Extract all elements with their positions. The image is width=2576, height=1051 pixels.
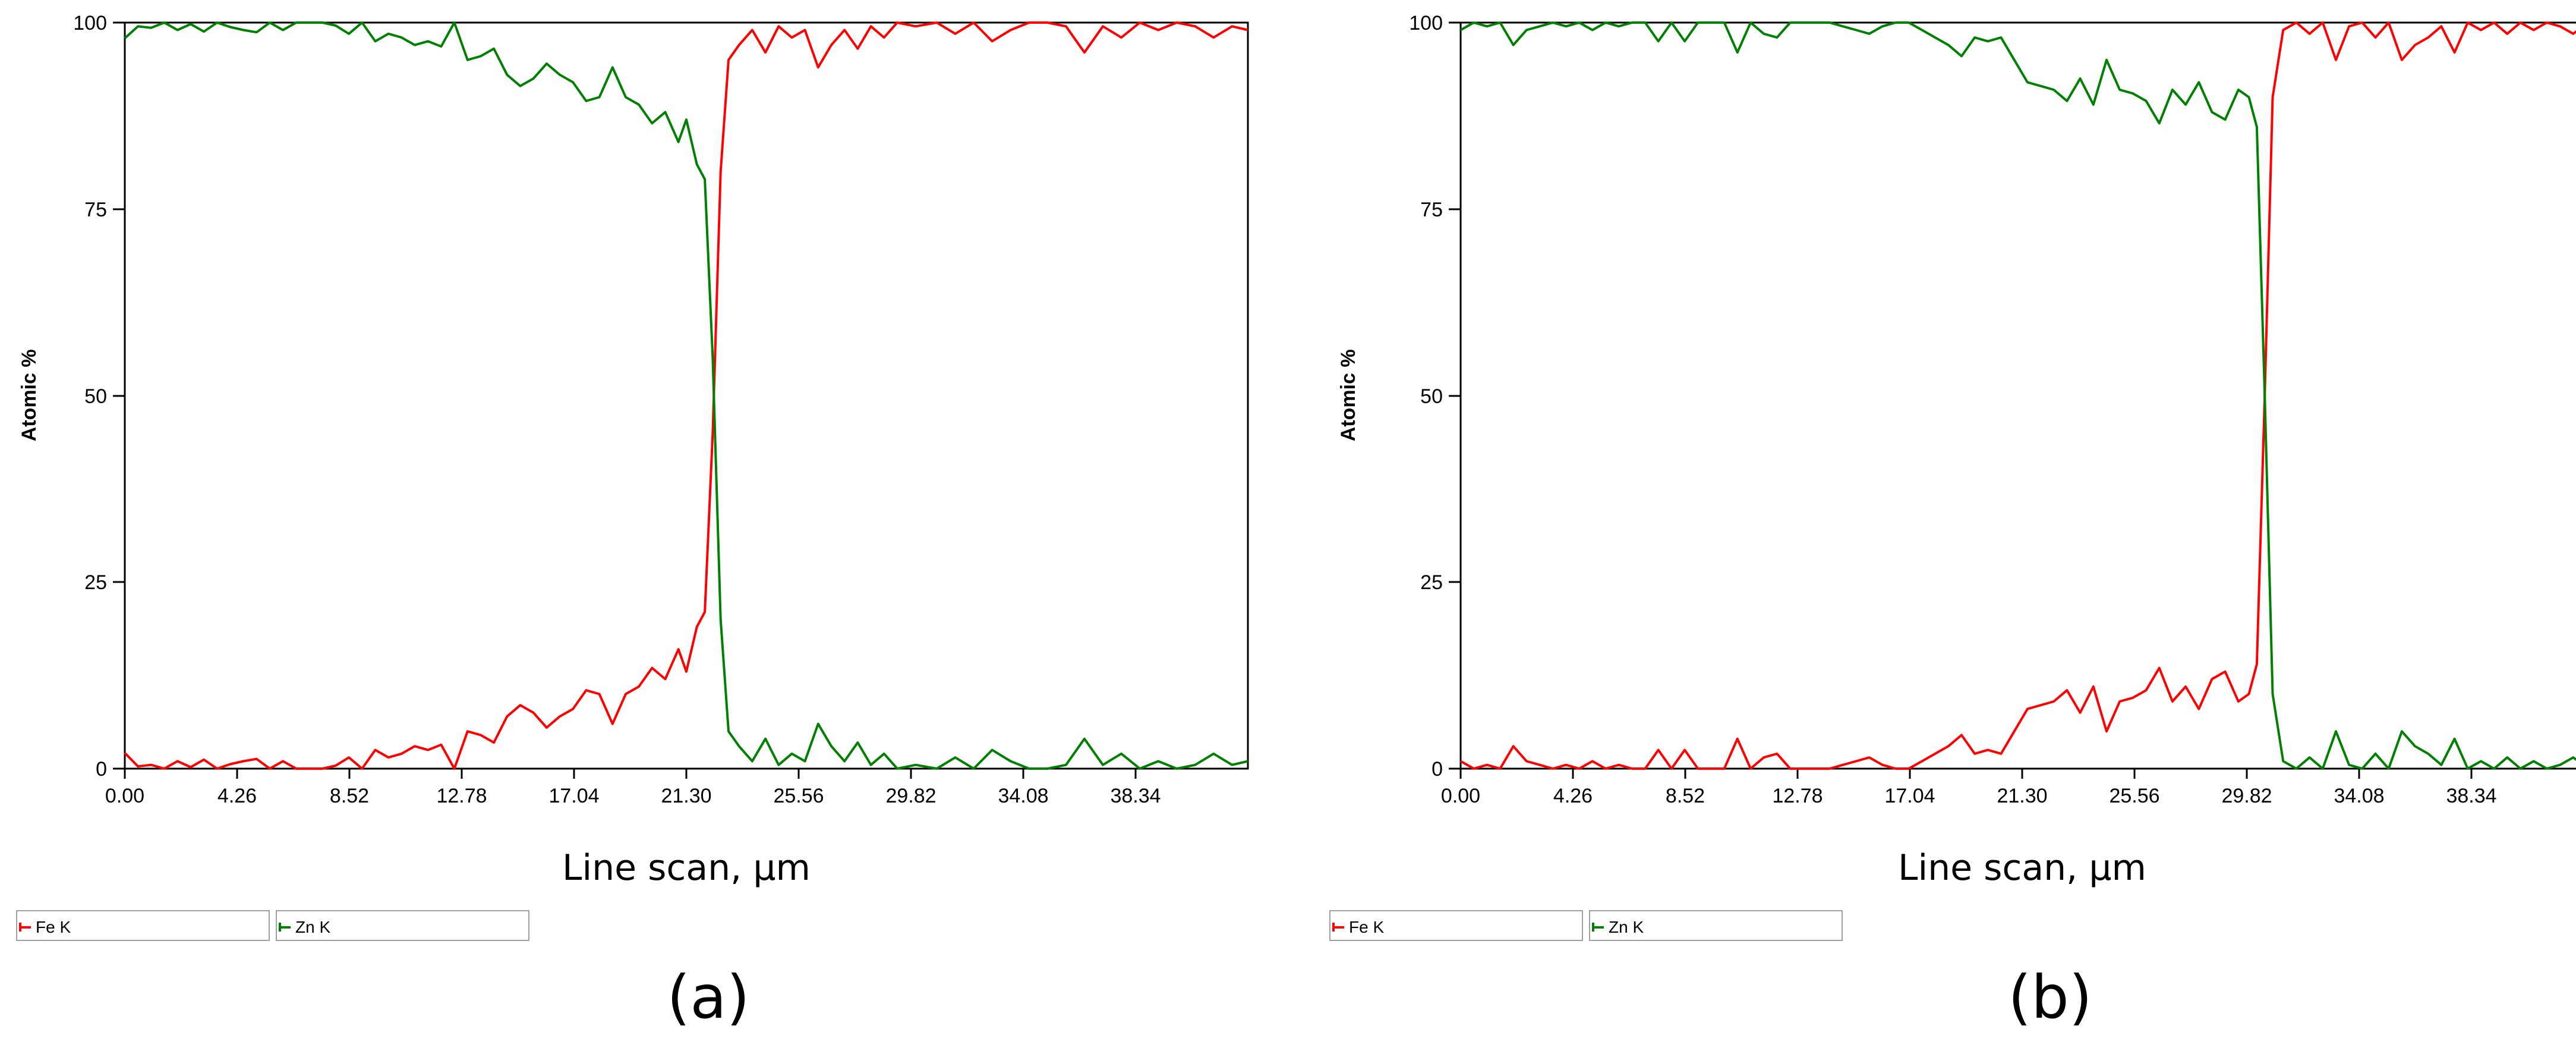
plot-area-b xyxy=(1459,21,2576,770)
x-tick-6-a: 25.56 xyxy=(773,769,824,807)
series-line-fe-k-b xyxy=(1460,21,2576,770)
y-tick-100-b: 100 xyxy=(1409,12,1461,34)
chart-panel-a: Atomic % 0 25 50 75 100 0.00 4.26 xyxy=(16,12,1249,1032)
legend-b: Fe K Zn K xyxy=(1329,910,1843,941)
x-tick-9-b: 38.34 xyxy=(2446,769,2497,807)
y-tick-50-a: 50 xyxy=(84,385,125,408)
legend-item-zn-b: Zn K xyxy=(1589,910,1843,941)
x-tick-label: 4.26 xyxy=(1553,785,1593,807)
y-tick-label: 100 xyxy=(1409,12,1443,34)
legend-box xyxy=(16,910,270,941)
y-tick-25-b: 25 xyxy=(1420,571,1461,594)
x-tick-8-b: 34.08 xyxy=(2334,769,2385,807)
panel-label-a: (a) xyxy=(667,962,749,1032)
x-tick-9-a: 38.34 xyxy=(1110,769,1161,807)
x-tick-label: 12.78 xyxy=(1772,785,1823,807)
x-tick-4-a: 17.04 xyxy=(548,769,600,807)
y-tick-label: 25 xyxy=(84,571,107,594)
legend-label-fe-b: Fe K xyxy=(1349,918,1384,936)
x-tick-1-a: 4.26 xyxy=(217,769,257,807)
x-axis-title-b: Line scan, μm xyxy=(1898,847,2146,889)
legend-box xyxy=(276,910,529,941)
legend-box xyxy=(1589,910,1843,941)
x-tick-label: 17.04 xyxy=(548,785,599,807)
series-line-fe-k-a xyxy=(124,21,1248,770)
y-tick-100-a: 100 xyxy=(73,12,125,34)
x-axis-title-a: Line scan, μm xyxy=(562,847,811,889)
legend-label-fe-a: Fe K xyxy=(36,918,71,936)
x-tick-6-b: 25.56 xyxy=(2109,769,2160,807)
x-tick-label: 25.56 xyxy=(773,785,824,807)
y-tick-label: 75 xyxy=(84,199,107,221)
y-tick-0-a: 0 xyxy=(96,758,125,781)
x-tick-label: 38.34 xyxy=(1110,785,1161,807)
legend-item-zn-a: Zn K xyxy=(276,910,529,941)
y-tick-label: 0 xyxy=(96,758,107,781)
y-tick-75-b: 75 xyxy=(1420,199,1461,221)
series-group-a xyxy=(124,21,1248,770)
x-tick-7-a: 29.82 xyxy=(885,769,937,807)
x-tick-label: 17.04 xyxy=(1884,785,1935,807)
plot-area-a xyxy=(124,21,1249,770)
legend-label-zn-b: Zn K xyxy=(1609,918,1644,936)
x-tick-label: 8.52 xyxy=(1666,785,1705,807)
x-tick-5-b: 21.30 xyxy=(1997,769,2048,807)
x-tick-4-b: 17.04 xyxy=(1884,769,1935,807)
y-tick-label: 50 xyxy=(1420,385,1443,408)
y-tick-label: 0 xyxy=(1432,758,1443,781)
x-tick-label: 34.08 xyxy=(998,785,1048,807)
y-tick-25-a: 25 xyxy=(84,571,125,594)
x-tick-label: 8.52 xyxy=(330,785,369,807)
legend-item-fe-a: Fe K xyxy=(16,910,270,941)
y-tick-50-b: 50 xyxy=(1420,385,1461,408)
x-tick-label: 34.08 xyxy=(2334,785,2384,807)
legend-box xyxy=(1329,910,1583,941)
x-tick-label: 4.26 xyxy=(217,785,257,807)
y-tick-label: 50 xyxy=(84,385,107,408)
series-group-b xyxy=(1460,21,2576,770)
panel-label-b: (b) xyxy=(2008,962,2092,1032)
x-tick-label: 29.82 xyxy=(885,785,936,807)
x-tick-2-a: 8.52 xyxy=(330,769,369,807)
legend-a: Fe K Zn K xyxy=(16,910,529,941)
y-axis-title-b: Atomic % xyxy=(1337,350,1360,442)
y-tick-label: 75 xyxy=(1420,199,1443,221)
x-tick-label: 0.00 xyxy=(1441,785,1480,807)
y-tick-75-a: 75 xyxy=(84,199,125,221)
x-tick-label: 25.56 xyxy=(2109,785,2159,807)
x-tick-label: 21.30 xyxy=(1997,785,2047,807)
x-tick-label: 0.00 xyxy=(105,785,144,807)
x-tick-1-b: 4.26 xyxy=(1553,769,1593,807)
y-axis-title-a: Atomic % xyxy=(18,350,40,442)
legend-label-zn-a: Zn K xyxy=(295,918,330,936)
y-tick-label: 100 xyxy=(73,12,107,34)
x-tick-0-a: 0.00 xyxy=(105,769,144,807)
x-tick-0-b: 0.00 xyxy=(1441,769,1480,807)
x-tick-label: 21.30 xyxy=(661,785,711,807)
x-tick-label: 38.34 xyxy=(2446,785,2496,807)
x-tick-5-a: 21.30 xyxy=(661,769,712,807)
legend-item-fe-b: Fe K xyxy=(1329,910,1583,941)
x-tick-7-b: 29.82 xyxy=(2221,769,2272,807)
x-tick-2-b: 8.52 xyxy=(1666,769,1705,807)
series-line-zn-k-a xyxy=(124,21,1248,770)
x-tick-8-a: 34.08 xyxy=(998,769,1049,807)
x-tick-label: 12.78 xyxy=(436,785,487,807)
x-tick-label: 29.82 xyxy=(2221,785,2272,807)
y-tick-0-b: 0 xyxy=(1432,758,1461,781)
chart-panel-b: Atomic % 0 25 50 75 100 0.00 4.26 xyxy=(1329,12,2576,1032)
x-tick-3-a: 12.78 xyxy=(436,769,487,807)
x-tick-3-b: 12.78 xyxy=(1772,769,1823,807)
y-tick-label: 25 xyxy=(1420,571,1443,594)
series-line-zn-k-b xyxy=(1460,21,2576,770)
